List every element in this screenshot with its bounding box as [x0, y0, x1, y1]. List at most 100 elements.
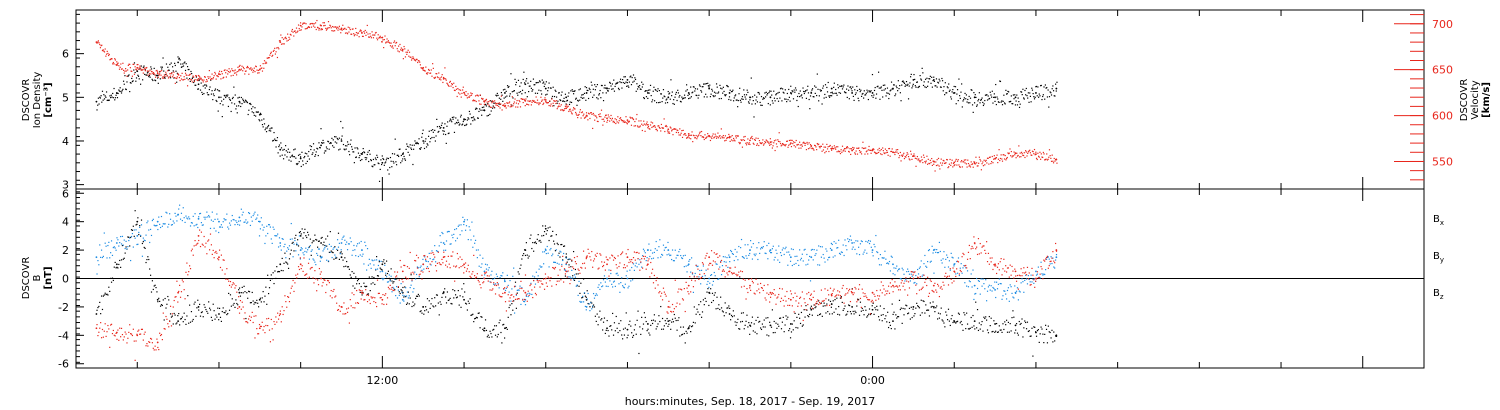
- density-point: [816, 94, 818, 97]
- density-point: [707, 82, 709, 84]
- by-point: [454, 240, 457, 242]
- by-point: [168, 223, 170, 225]
- by-point: [194, 213, 196, 215]
- velocity-point: [452, 86, 454, 89]
- bx-point: [571, 260, 573, 262]
- by-point: [413, 287, 415, 290]
- velocity-point: [423, 69, 425, 71]
- density-point: [289, 156, 291, 158]
- bx-point: [717, 307, 719, 310]
- velocity-point: [1043, 153, 1045, 155]
- by-point: [634, 265, 636, 267]
- velocity-point: [176, 76, 178, 78]
- velocity-point: [314, 22, 317, 24]
- velocity-point: [333, 26, 335, 28]
- density-point: [755, 99, 757, 101]
- velocity-point: [381, 41, 383, 43]
- by-point: [710, 274, 713, 276]
- by-point: [670, 254, 672, 256]
- density-point: [690, 86, 692, 88]
- by-point: [667, 241, 669, 244]
- bx-point: [133, 235, 135, 237]
- velocity-point: [316, 19, 318, 22]
- velocity-point: [172, 74, 174, 76]
- bx-point: [628, 323, 630, 326]
- velocity-point: [320, 29, 322, 31]
- velocity-point: [391, 45, 394, 47]
- velocity-point: [238, 70, 240, 72]
- bx-point: [577, 273, 579, 275]
- density-point: [655, 89, 657, 91]
- density-point: [466, 119, 468, 121]
- density-point: [457, 121, 460, 123]
- density-point: [208, 88, 210, 91]
- velocity-point: [538, 102, 541, 104]
- density-point: [902, 80, 904, 82]
- bx-point: [546, 229, 548, 232]
- bx-point: [1052, 341, 1054, 343]
- density-point: [321, 142, 323, 144]
- bx-point: [894, 328, 896, 330]
- by-point: [280, 249, 282, 251]
- velocity-point: [924, 160, 926, 163]
- density-point: [786, 92, 788, 95]
- bx-point: [873, 313, 875, 315]
- by-point: [335, 256, 337, 258]
- density-point: [314, 155, 316, 157]
- bx-point: [607, 329, 609, 332]
- by-point: [183, 217, 185, 219]
- density-point: [986, 99, 989, 101]
- bx-point: [808, 316, 810, 318]
- bx-data-point: [626, 328, 629, 331]
- velocity-point: [676, 129, 678, 131]
- by-point: [202, 224, 204, 226]
- velocity-point: [403, 45, 405, 48]
- bx-point: [430, 303, 432, 305]
- by-point: [336, 248, 338, 250]
- bx-point: [521, 258, 523, 260]
- density-point: [853, 99, 855, 102]
- density-point: [120, 90, 122, 93]
- velocity-point: [740, 139, 742, 141]
- density-point: [534, 84, 536, 86]
- by-point: [736, 251, 738, 253]
- bx-point: [548, 239, 550, 242]
- by-point: [307, 249, 309, 251]
- density-point: [545, 81, 547, 83]
- by-point: [198, 213, 201, 215]
- by-point: [494, 283, 497, 285]
- velocity-data-point: [667, 128, 670, 131]
- bx-point: [627, 334, 629, 336]
- density-point: [1033, 98, 1036, 100]
- bx-point: [296, 244, 298, 246]
- velocity-point: [741, 139, 743, 142]
- bx-point: [565, 253, 567, 255]
- bx-point: [585, 296, 587, 298]
- velocity-point: [862, 141, 864, 143]
- density-point: [280, 142, 282, 144]
- density-point: [169, 77, 172, 79]
- density-point: [811, 88, 814, 90]
- density-point: [597, 98, 599, 100]
- velocity-point: [906, 152, 908, 154]
- velocity-point: [915, 165, 917, 167]
- density-point: [758, 91, 760, 94]
- by-point: [785, 246, 787, 248]
- velocity-point: [97, 40, 99, 42]
- bx-point: [778, 325, 780, 327]
- by-point: [361, 255, 363, 257]
- density-point: [1014, 94, 1016, 96]
- bx-point: [330, 250, 332, 252]
- bx-point: [389, 279, 391, 281]
- velocity-point: [210, 78, 212, 81]
- density-point: [372, 158, 375, 161]
- density-point: [281, 154, 283, 156]
- bx-point: [298, 231, 301, 234]
- density-point: [261, 119, 263, 121]
- by-point: [480, 266, 482, 268]
- bx-point: [700, 301, 702, 303]
- by-point: [223, 218, 225, 220]
- density-point: [236, 112, 238, 114]
- velocity-point: [803, 141, 805, 143]
- velocity-point: [658, 126, 660, 128]
